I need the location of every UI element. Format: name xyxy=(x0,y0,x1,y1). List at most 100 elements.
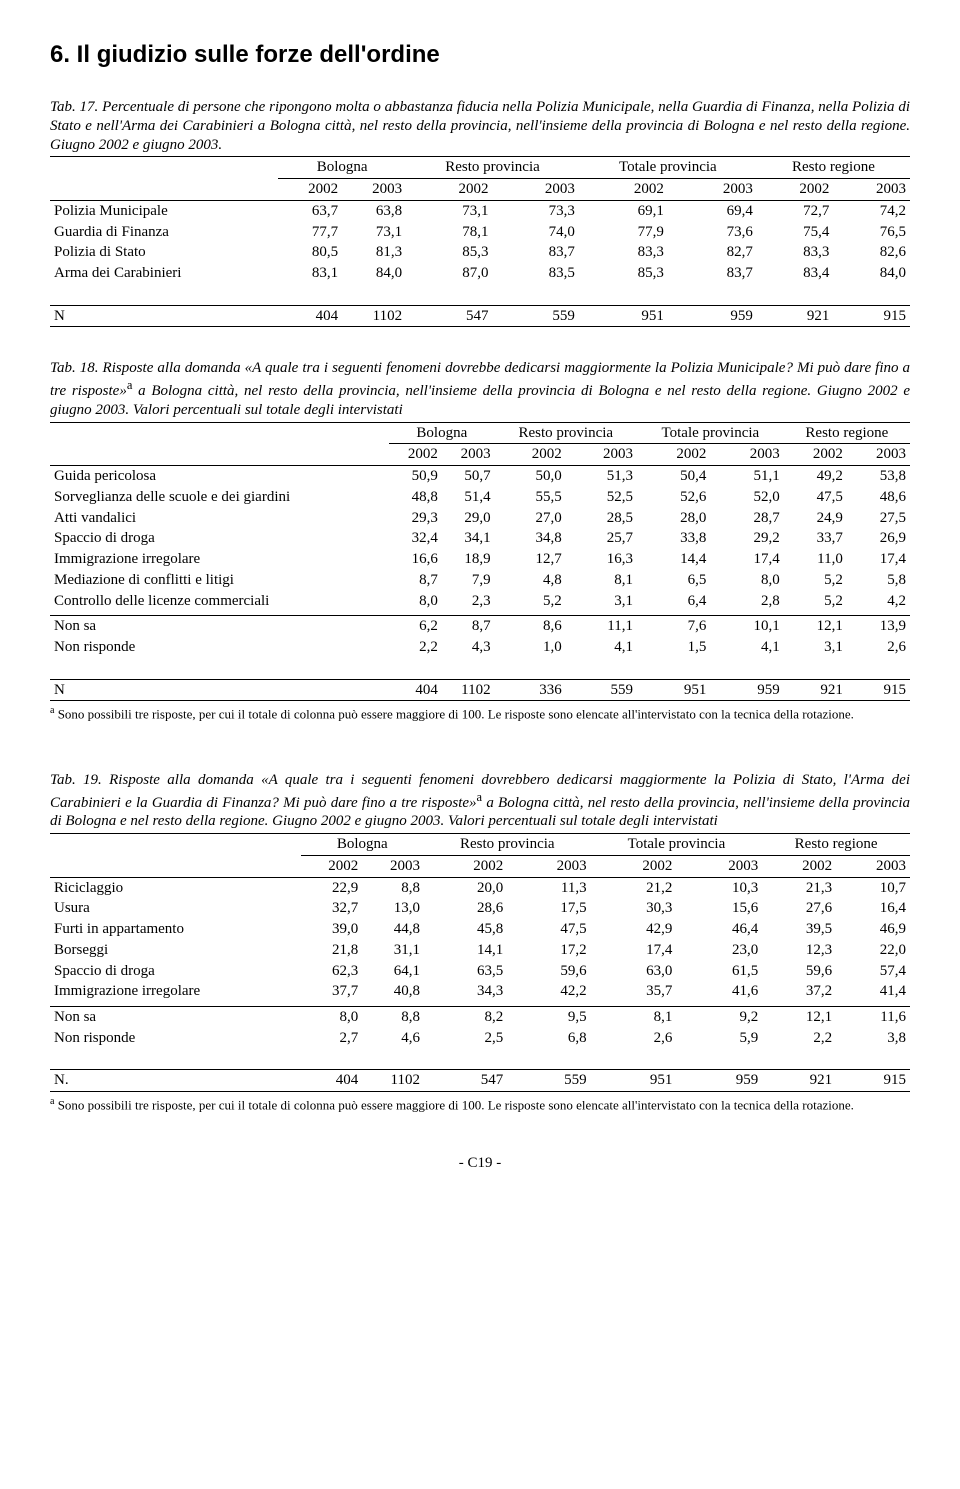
section-title: 6. Il giudizio sulle forze dell'ordine xyxy=(50,40,910,70)
cell: 45,8 xyxy=(424,919,507,940)
yr: 2002 xyxy=(389,444,442,466)
cell: 4,3 xyxy=(442,637,495,658)
tab17-label: Tab. 17. xyxy=(50,99,98,115)
cell: 13,9 xyxy=(847,616,910,637)
tab19-label: Tab. 19. xyxy=(50,772,102,788)
cell: 8,0 xyxy=(301,1007,363,1028)
cell: 20,0 xyxy=(424,877,507,898)
yr: 2002 xyxy=(637,444,710,466)
cell: 49,2 xyxy=(784,466,847,487)
cell: 17,4 xyxy=(710,549,783,570)
cell: 27,6 xyxy=(762,898,836,919)
cell: 4,8 xyxy=(495,570,566,591)
cell: 63,0 xyxy=(591,961,677,982)
cell: 41,6 xyxy=(676,981,762,1002)
cell: 62,3 xyxy=(301,961,363,982)
cell: 28,0 xyxy=(637,508,710,529)
cell: 951 xyxy=(579,305,668,327)
cell: 73,1 xyxy=(406,200,492,221)
cell: 31,1 xyxy=(362,940,424,961)
hdr-blank xyxy=(50,834,301,856)
tab18-caption-it2: a Bologna città, nel resto della provinc… xyxy=(50,383,910,418)
cell: 2,5 xyxy=(424,1028,507,1049)
yr: 2003 xyxy=(676,855,762,877)
hdr-bologna: Bologna xyxy=(301,834,424,856)
cell: 15,6 xyxy=(676,898,762,919)
cell: 28,7 xyxy=(710,508,783,529)
cell: 6,2 xyxy=(389,616,442,637)
cell: 11,6 xyxy=(836,1007,910,1028)
cell: 26,9 xyxy=(847,528,910,549)
yr: 2003 xyxy=(668,179,757,201)
cell: 33,8 xyxy=(637,528,710,549)
row-label: Immigrazione irregolare xyxy=(50,981,301,1002)
cell: 52,0 xyxy=(710,487,783,508)
row-label: Spaccio di droga xyxy=(50,961,301,982)
cell: 8,1 xyxy=(566,570,637,591)
row-label: Polizia di Stato xyxy=(50,242,278,263)
cell: 75,4 xyxy=(757,222,834,243)
yr: 2002 xyxy=(406,179,492,201)
cell: 8,2 xyxy=(424,1007,507,1028)
cell: 7,9 xyxy=(442,570,495,591)
cell: 11,3 xyxy=(507,877,590,898)
hdr-resto-reg: Resto regione xyxy=(784,422,910,444)
cell: 5,2 xyxy=(784,570,847,591)
yr: 2002 xyxy=(757,179,834,201)
cell: 8,0 xyxy=(389,591,442,612)
cell: 82,6 xyxy=(833,242,910,263)
cell: 959 xyxy=(668,305,757,327)
cell: 12,7 xyxy=(495,549,566,570)
cell: 2,6 xyxy=(847,637,910,658)
hdr-bologna: Bologna xyxy=(389,422,495,444)
row-label: Usura xyxy=(50,898,301,919)
cell: 547 xyxy=(424,1070,507,1092)
row-label: N. xyxy=(50,1070,301,1092)
cell: 2,3 xyxy=(442,591,495,612)
cell: 1102 xyxy=(342,305,406,327)
cell: 915 xyxy=(847,679,910,701)
cell: 11,1 xyxy=(566,616,637,637)
cell: 2,2 xyxy=(389,637,442,658)
cell: 42,9 xyxy=(591,919,677,940)
cell: 959 xyxy=(710,679,783,701)
yr: 2003 xyxy=(507,855,590,877)
cell: 46,9 xyxy=(836,919,910,940)
cell: 21,3 xyxy=(762,877,836,898)
row-label: Atti vandalici xyxy=(50,508,389,529)
cell: 78,1 xyxy=(406,222,492,243)
cell: 9,2 xyxy=(676,1007,762,1028)
cell: 28,6 xyxy=(424,898,507,919)
row-label: Arma dei Carabinieri xyxy=(50,263,278,284)
cell: 2,6 xyxy=(591,1028,677,1049)
tab19-caption: Tab. 19. Risposte alla domanda «A quale … xyxy=(50,771,910,831)
row-label: Immigrazione irregolare xyxy=(50,549,389,570)
cell: 69,4 xyxy=(668,200,757,221)
yr: 2002 xyxy=(301,855,363,877)
cell: 10,1 xyxy=(710,616,783,637)
cell: 951 xyxy=(637,679,710,701)
cell: 8,7 xyxy=(442,616,495,637)
cell: 17,4 xyxy=(591,940,677,961)
hdr-resto-reg: Resto regione xyxy=(757,157,910,179)
tab17-caption-text: Percentuale di persone che ripongono mol… xyxy=(50,99,910,153)
cell: 48,6 xyxy=(847,487,910,508)
yr: 2002 xyxy=(278,179,342,201)
cell: 77,9 xyxy=(579,222,668,243)
cell: 44,8 xyxy=(362,919,424,940)
cell: 52,5 xyxy=(566,487,637,508)
row-label: Non sa xyxy=(50,616,389,637)
cell: 5,9 xyxy=(676,1028,762,1049)
cell: 57,4 xyxy=(836,961,910,982)
cell: 83,7 xyxy=(668,263,757,284)
cell: 33,7 xyxy=(784,528,847,549)
cell: 51,4 xyxy=(442,487,495,508)
row-label: N xyxy=(50,305,278,327)
row-label: Borseggi xyxy=(50,940,301,961)
yr-blank xyxy=(50,855,301,877)
cell: 34,3 xyxy=(424,981,507,1002)
cell: 12,1 xyxy=(784,616,847,637)
cell: 83,1 xyxy=(278,263,342,284)
cell: 5,8 xyxy=(847,570,910,591)
cell: 10,3 xyxy=(676,877,762,898)
